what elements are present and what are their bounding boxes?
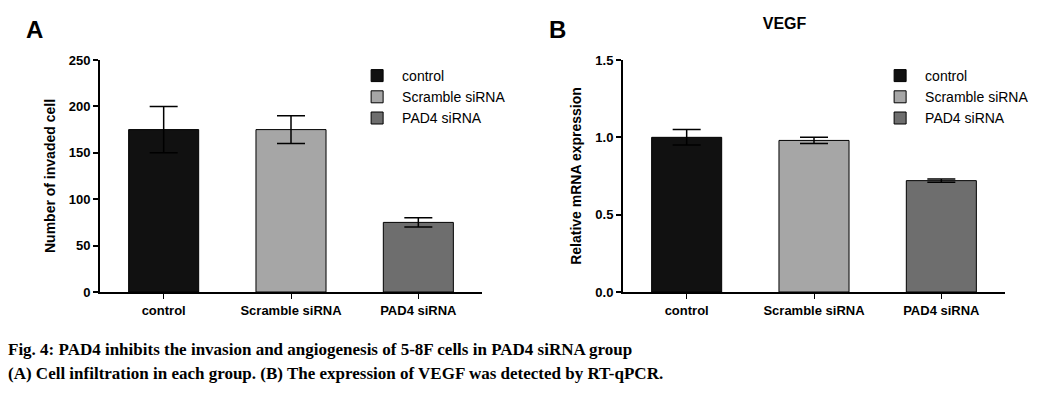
svg-text:100: 100 [69, 192, 91, 207]
svg-text:1.0: 1.0 [595, 130, 613, 145]
svg-text:0.0: 0.0 [595, 285, 613, 300]
svg-text:Scramble siRNA: Scramble siRNA [240, 303, 342, 318]
svg-text:control: control [665, 303, 709, 318]
svg-text:PAD4 siRNA: PAD4 siRNA [402, 110, 482, 126]
svg-text:Relative mRNA expression: Relative mRNA expression [568, 87, 584, 265]
svg-text:control: control [402, 68, 444, 84]
svg-text:control: control [142, 303, 186, 318]
svg-text:Number of invaded cell: Number of invaded cell [42, 99, 58, 253]
svg-text:Scramble siRNA: Scramble siRNA [402, 89, 505, 105]
svg-text:B: B [549, 16, 566, 43]
svg-text:PAD4 siRNA: PAD4 siRNA [925, 110, 1005, 126]
svg-text:250: 250 [69, 53, 91, 68]
svg-text:150: 150 [69, 145, 91, 160]
svg-text:0.5: 0.5 [595, 207, 613, 222]
svg-text:0: 0 [83, 285, 90, 300]
svg-text:1.5: 1.5 [595, 53, 613, 68]
svg-text:200: 200 [69, 99, 91, 114]
svg-text:PAD4 siRNA: PAD4 siRNA [380, 303, 457, 318]
svg-text:Scramble siRNA: Scramble siRNA [925, 89, 1028, 105]
svg-text:PAD4 siRNA: PAD4 siRNA [903, 303, 980, 318]
svg-text:VEGF: VEGF [763, 15, 807, 32]
svg-text:control: control [925, 68, 967, 84]
svg-text:50: 50 [76, 238, 90, 253]
svg-text:Scramble siRNA: Scramble siRNA [763, 303, 865, 318]
html-text:Fig. 4: PAD4 inhibits the inva: Fig. 4: PAD4 inhibits the invasion and a… [8, 340, 633, 359]
html-text:(A) Cell infiltration in each: (A) Cell infiltration in each group. (B)… [8, 364, 664, 383]
svg-text:A: A [26, 16, 43, 43]
